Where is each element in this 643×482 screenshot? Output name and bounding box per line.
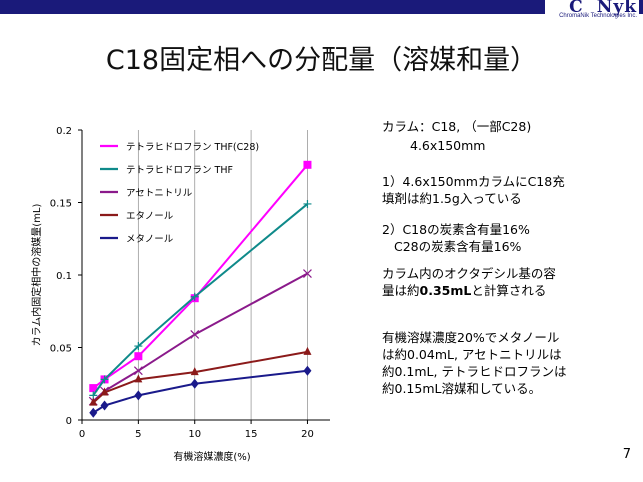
header-bar — [0, 0, 643, 14]
data-point — [190, 367, 199, 376]
summary-line1: 有機溶媒濃度20%でメタノール — [382, 330, 560, 345]
point1-line2: 填剤は約1.5g入っている — [382, 191, 522, 206]
y-tick-label: 0.15 — [50, 199, 72, 210]
point3-line2: 量は約0.35mLと計算される — [382, 282, 642, 299]
data-point — [303, 365, 312, 376]
y-tick-label: 0.1 — [56, 271, 72, 282]
summary-line4: 約0.15mL溶媒和している。 — [382, 381, 542, 396]
x-tick-label: 20 — [301, 429, 314, 440]
data-point — [89, 397, 98, 406]
point3-line2-post: と計算される — [471, 283, 547, 298]
point3-line2-bold: 0.35mL — [419, 283, 472, 298]
summary: 有機溶媒濃度20%でメタノール は約0.04mL, アセトニトリルは 約0.1m… — [382, 329, 642, 397]
data-point — [134, 352, 143, 361]
series-line — [92, 203, 309, 396]
data-point — [303, 160, 312, 169]
summary-line3: 約0.1mL, テトラヒドロフランは — [382, 364, 567, 379]
notes-panel: カラム：C18, （一部C28) 4.6x150mm 1）4.6x150mmカラ… — [382, 118, 642, 397]
page-number: 7 — [622, 447, 631, 462]
y-axis-label: カラム内固定相中の溶媒量(mL) — [30, 204, 43, 347]
x-tick-label: 10 — [188, 429, 201, 440]
x-tick-label: 5 — [135, 429, 141, 440]
data-point — [190, 330, 200, 339]
data-point — [303, 199, 312, 208]
data-point — [303, 269, 312, 278]
slide-title: C18固定相への分配量（溶媒和量） — [105, 45, 538, 76]
legend-label: エタノール — [126, 211, 174, 222]
legend-label: テトラヒドロフラン THF(C28) — [126, 142, 259, 153]
point2-line2: C28の炭素含有量16% — [394, 239, 522, 254]
summary-line2: は約0.04mL, アセトニトリルは — [382, 347, 562, 362]
data-point — [134, 374, 143, 383]
company-logo: C Nyk ChromaNik Technologies Inc. — [545, 0, 639, 22]
data-point — [100, 375, 109, 384]
y-tick-label: 0.05 — [50, 344, 72, 355]
data-point — [190, 292, 199, 301]
point1-line1: 1）4.6x150mmカラムにC18充 — [382, 174, 565, 189]
x-tick-label: 15 — [245, 429, 258, 440]
data-point — [133, 366, 143, 376]
point3-line2-pre: 量は約 — [382, 283, 420, 298]
x-tick-label: 0 — [79, 429, 85, 440]
point-2: 2）C18の炭素含有量16% C28の炭素含有量16% — [382, 221, 642, 255]
point-1: 1）4.6x150mmカラムにC18充 填剤は約1.5g入っている — [382, 173, 642, 207]
data-point — [190, 378, 199, 389]
y-tick-label: 0.2 — [56, 126, 72, 137]
point2-line1: 2）C18の炭素含有量16% — [382, 222, 530, 237]
point-3: カラム内のオクタデシル基の容 量は約0.35mLと計算される — [382, 265, 642, 299]
data-point — [134, 390, 143, 401]
column-line1: カラム：C18, （一部C28) — [382, 119, 532, 134]
legend-label: メタノール — [126, 234, 174, 245]
point3-line1: カラム内のオクタデシル基の容 — [382, 266, 556, 281]
logo-text: C Nyk — [569, 0, 637, 17]
legend-label: テトラヒドロフラン THF — [126, 165, 233, 176]
series-line — [92, 369, 308, 414]
data-point — [100, 387, 109, 396]
x-axis-label: 有機溶媒濃度(%) — [173, 450, 250, 463]
column-info: カラム：C18, （一部C28) 4.6x150mm — [382, 118, 642, 154]
data-point — [89, 384, 98, 393]
data-point — [303, 346, 312, 355]
data-point — [100, 400, 109, 411]
data-point — [89, 407, 98, 418]
legend-label: アセトニトリル — [126, 188, 193, 199]
logo-subtext: ChromaNik Technologies Inc. — [559, 13, 637, 19]
column-line2: 4.6x150mm — [410, 138, 486, 153]
y-tick-label: 0 — [66, 416, 72, 427]
data-point — [134, 342, 143, 351]
